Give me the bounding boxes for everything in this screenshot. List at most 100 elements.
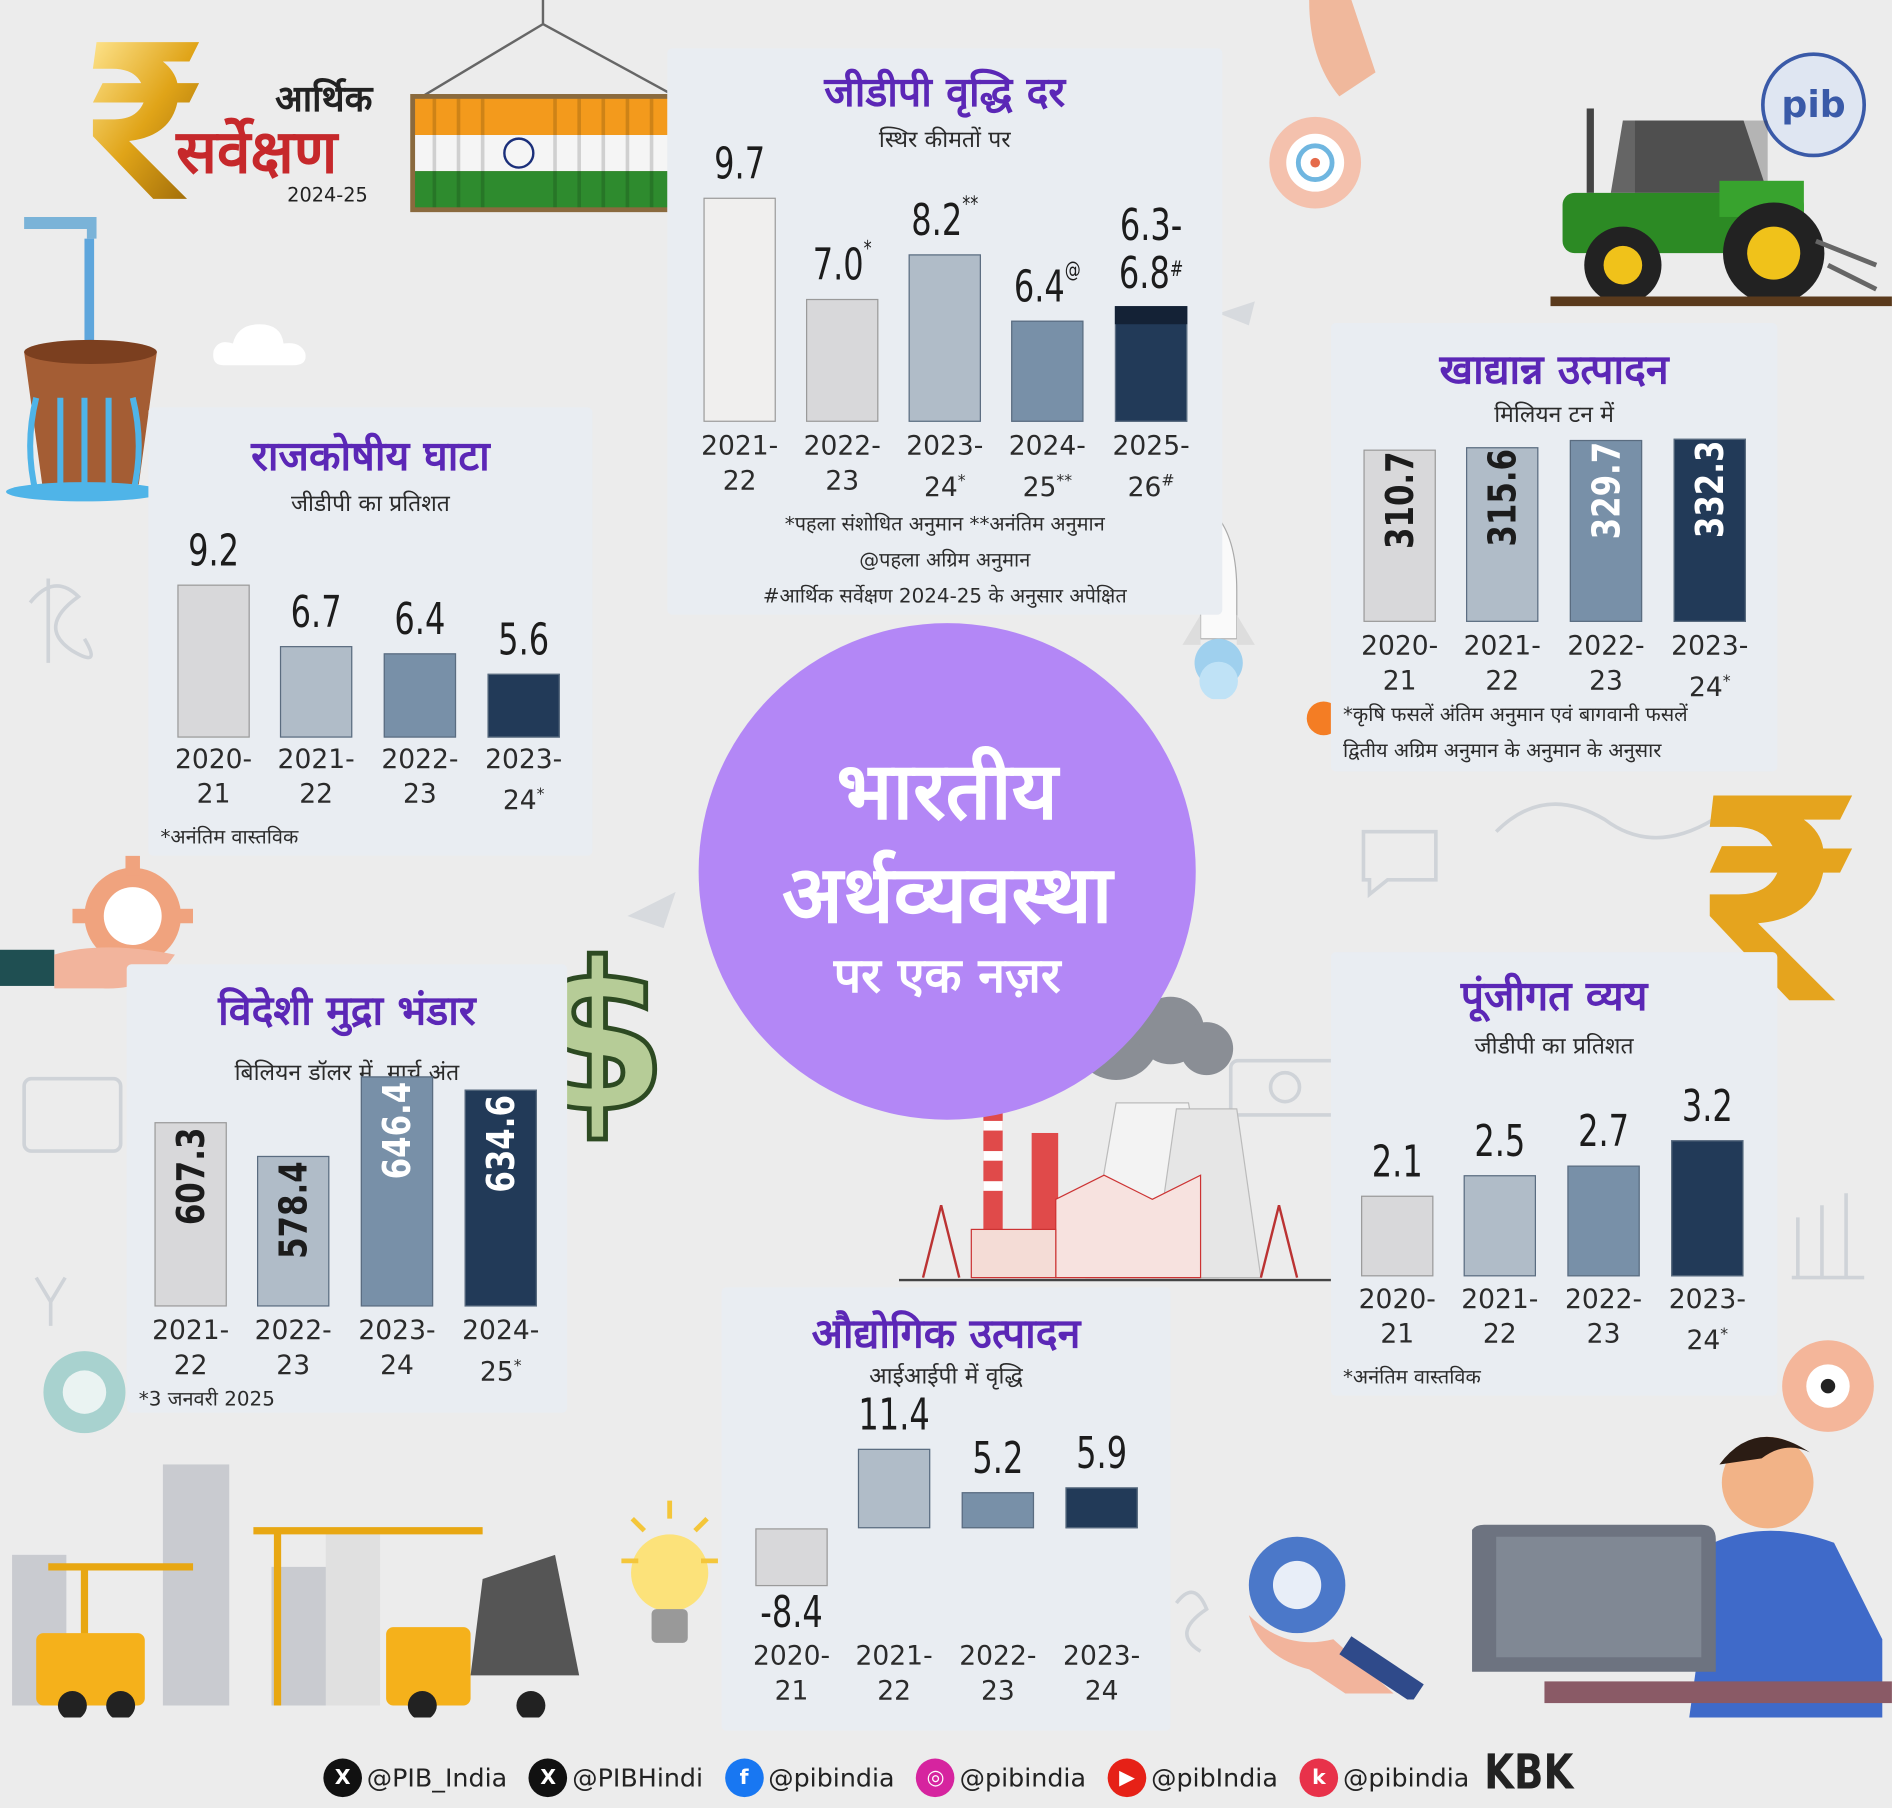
value-label: 11.4 xyxy=(858,1391,930,1441)
credit-label: KBK xyxy=(1484,1745,1574,1801)
person-at-computer-icon xyxy=(1472,1436,1892,1718)
chart-title: जीडीपी वृद्धि दर xyxy=(824,68,1066,117)
bar xyxy=(1673,439,1746,622)
center-title-line3: पर एक नज़र xyxy=(833,947,1061,1005)
bar xyxy=(1671,1139,1744,1277)
value-label: 5.6 xyxy=(498,615,550,665)
chart-note: @पहला अग्रिम अनुमान xyxy=(859,548,1031,572)
bar xyxy=(806,298,879,422)
category-label: 2023- 24* xyxy=(1671,631,1749,704)
value-label: 6.4 xyxy=(394,595,446,646)
category-label: 2022- 23 xyxy=(254,1316,332,1382)
pib-logo-icon: pib xyxy=(1761,52,1867,158)
value-label: 2.1 xyxy=(1371,1137,1423,1187)
social-handle[interactable]: ◎ @pibindia xyxy=(916,1758,1086,1798)
chart-note: *पहला संशोधित अनुमान **अनंतिम अनुमान xyxy=(784,512,1105,536)
value-label: 5.9 xyxy=(1076,1429,1128,1479)
chart-subtitle: आईआईपी में वृद्धि xyxy=(869,1363,1023,1390)
value-label: 9.2 xyxy=(188,526,240,577)
koo-icon: k xyxy=(1299,1758,1339,1798)
category-label: 2025- 26# xyxy=(1112,431,1190,504)
value-label: 2.7 xyxy=(1578,1107,1630,1157)
logo-title-line2: सर्वेक्षण xyxy=(176,115,338,187)
bar xyxy=(908,253,981,422)
gear-icon xyxy=(43,1351,126,1434)
rupee-logo-icon xyxy=(92,42,200,199)
bar xyxy=(360,1076,434,1307)
iip-panel: औद्योगिक उत्पादन आईआईपी में वृद्धि -8.4 202… xyxy=(721,1287,1171,1731)
light-bulb-icon xyxy=(621,1500,718,1643)
social-handle-text: @pibindia xyxy=(1343,1763,1470,1793)
bar xyxy=(279,646,353,738)
social-handle[interactable]: ▶ @pibIndia xyxy=(1107,1758,1278,1798)
category-label: 2023- 24* xyxy=(906,431,984,504)
category-label: 2021- 22 xyxy=(1463,631,1541,697)
bar xyxy=(1114,306,1188,422)
bar xyxy=(464,1090,537,1307)
category-label: 2021- 22 xyxy=(152,1316,230,1382)
value-label: 578.4 xyxy=(270,1161,317,1259)
category-label: 2023- 24 xyxy=(1063,1641,1141,1707)
chart-title: राजकोषीय घाटा xyxy=(251,432,490,481)
gear-icon xyxy=(1782,1340,1874,1432)
category-label: 2020- 21 xyxy=(1361,631,1439,697)
value-label: -8.4 xyxy=(760,1588,823,1639)
value-label: 6.4@ xyxy=(1013,258,1081,313)
bar xyxy=(1011,320,1084,422)
category-label: 2020- 21 xyxy=(752,1641,831,1707)
fiscal-deficit-panel: राजकोषीय घाटा जीडीपी का प्रतिशत 9.2 2020- 21… xyxy=(148,407,593,856)
social-handle[interactable]: f @pibindia xyxy=(724,1758,895,1798)
construction-icon xyxy=(12,1464,580,1718)
bar xyxy=(257,1155,330,1307)
bar xyxy=(1569,440,1643,622)
value-label: 8.2** xyxy=(911,191,979,246)
capex-panel: पूंजीगत व्यय जीडीपी का प्रतिशत 2.1 2020- 21 2… xyxy=(1330,952,1778,1396)
category-label: 2022- 23 xyxy=(1567,631,1645,697)
chart-title: खाद्यान्न उत्पादन xyxy=(1439,345,1669,395)
bar xyxy=(1466,447,1539,622)
category-label: 2020- 21 xyxy=(1358,1284,1436,1350)
category-label: 2022- 23 xyxy=(1564,1284,1643,1350)
bar xyxy=(703,197,776,422)
category-label: 2024- 25** xyxy=(1008,431,1086,504)
social-footer: X @PIB_India X @PIBHindi f @pibindia ◎ @pibindi… xyxy=(323,1755,1491,1801)
social-handle[interactable]: X @PIB_India xyxy=(323,1758,507,1798)
category-label: 2023- 24* xyxy=(1668,1284,1746,1357)
chart-subtitle: स्थिर कीमतों पर xyxy=(878,126,1011,154)
bar xyxy=(154,1122,227,1307)
chart-note: #आर्थिक सर्वेक्षण 2024-25 के अनुसार अपेक… xyxy=(762,584,1127,608)
chart-subtitle: मिलियन टन में xyxy=(1494,401,1614,428)
facebook-icon: f xyxy=(724,1758,764,1798)
instagram-icon: ◎ xyxy=(916,1758,955,1798)
social-handle[interactable]: k @pibindia xyxy=(1299,1758,1470,1798)
social-handle[interactable]: X @PIBHindi xyxy=(528,1758,704,1798)
chart-subtitle: जीडीपी का प्रतिशत xyxy=(1474,1032,1634,1060)
chart-note: *अनंतिम वास्तविक xyxy=(1342,1365,1481,1389)
bar xyxy=(1363,449,1436,622)
foodgrain-panel: खाद्यान्न उत्पादन मिलियन टन में 310.7 2020-… xyxy=(1330,323,1778,772)
title-circle: भारतीय अर्थव्यवस्था पर एक नज़र xyxy=(698,623,1196,1120)
globe-hand-icon xyxy=(1248,1536,1424,1700)
value-label: 646.4 xyxy=(374,1081,420,1180)
chart-note: *कृषि फसलें अंतिम अनुमान एवं बागवानी फसल… xyxy=(1342,702,1688,726)
social-handle-text: @pibindia xyxy=(768,1763,895,1793)
svg-text:pib: pib xyxy=(1781,83,1845,126)
tractor-icon xyxy=(1550,108,1892,307)
youtube-icon: ▶ xyxy=(1107,1758,1147,1798)
chart-note: *अनंतिम वास्तविक xyxy=(160,825,299,849)
value-label: 2.5 xyxy=(1474,1117,1526,1167)
chart-title: विदेशी मुद्रा भंडार xyxy=(218,987,476,1036)
social-handle-text: @PIBHindi xyxy=(572,1763,704,1793)
x-icon: X xyxy=(528,1758,568,1798)
value-label: 315.6 xyxy=(1479,449,1526,547)
bar xyxy=(383,653,457,738)
bar xyxy=(1463,1175,1537,1277)
category-label: 2021- 22 xyxy=(277,744,355,810)
bar xyxy=(1361,1195,1434,1277)
bar xyxy=(1567,1165,1640,1277)
bar xyxy=(487,673,560,738)
value-label: 3.2 xyxy=(1681,1081,1733,1132)
chart-subtitle: जीडीपी का प्रतिशत xyxy=(290,490,450,518)
gdp-growth-panel: जीडीपी वृद्धि दर स्थिर कीमतों पर 9.7 2021- 2… xyxy=(667,48,1223,615)
